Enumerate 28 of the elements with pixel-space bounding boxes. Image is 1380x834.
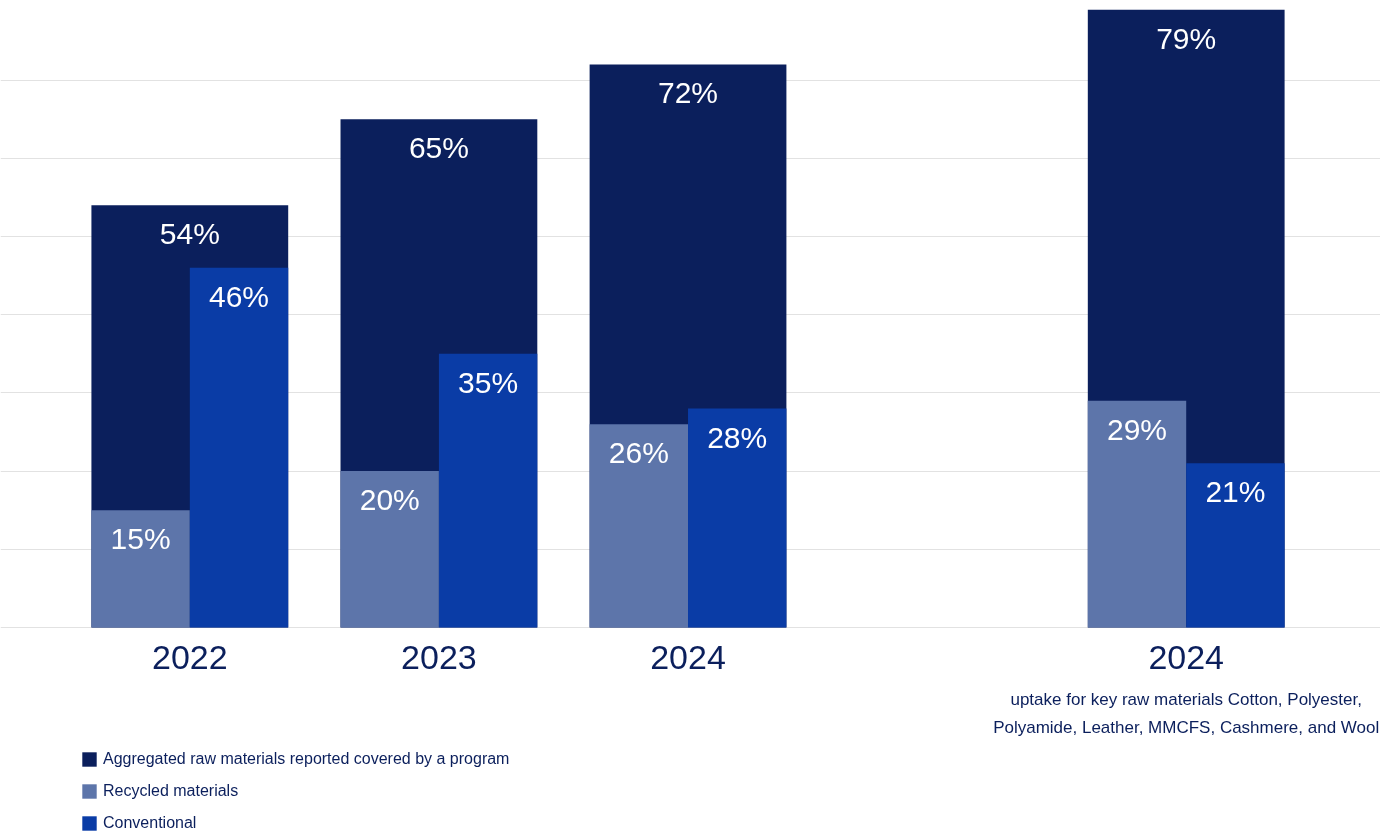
bar bbox=[589, 424, 689, 628]
data-label: 65% bbox=[408, 131, 469, 165]
x-tick-label: 2023 bbox=[401, 637, 477, 676]
bar bbox=[438, 353, 538, 628]
data-label: 35% bbox=[458, 365, 519, 399]
data-label: 20% bbox=[359, 483, 420, 517]
data-label: 79% bbox=[1156, 21, 1217, 55]
data-label: 54% bbox=[159, 217, 220, 251]
data-label: 46% bbox=[208, 279, 270, 313]
bar bbox=[1186, 463, 1285, 628]
data-label: 15% bbox=[110, 522, 171, 556]
bar bbox=[340, 471, 439, 628]
legend-label: Aggregated raw materials reported covered by a program bbox=[103, 750, 510, 768]
bar bbox=[1087, 400, 1187, 628]
data-label: 26% bbox=[608, 436, 669, 470]
data-label: 21% bbox=[1205, 475, 1266, 509]
bar bbox=[688, 408, 787, 628]
x-tick-label: 2022 bbox=[152, 637, 228, 676]
data-label: 72% bbox=[657, 76, 719, 110]
x-tick-label: 2024 bbox=[650, 637, 726, 676]
legend-label: Recycled materials bbox=[103, 782, 239, 800]
legend-label: Conventional bbox=[103, 814, 197, 832]
x-tick-label: 2024 bbox=[1148, 637, 1225, 676]
bar bbox=[189, 267, 289, 628]
bar bbox=[91, 510, 190, 628]
data-label: 29% bbox=[1106, 412, 1168, 446]
text: uptake for key raw materials Cotton, Polyester, Polyamide, Leather, MMCFS, Cashmere, and Wool bbox=[993, 689, 1380, 737]
data-label: 28% bbox=[707, 420, 768, 454]
